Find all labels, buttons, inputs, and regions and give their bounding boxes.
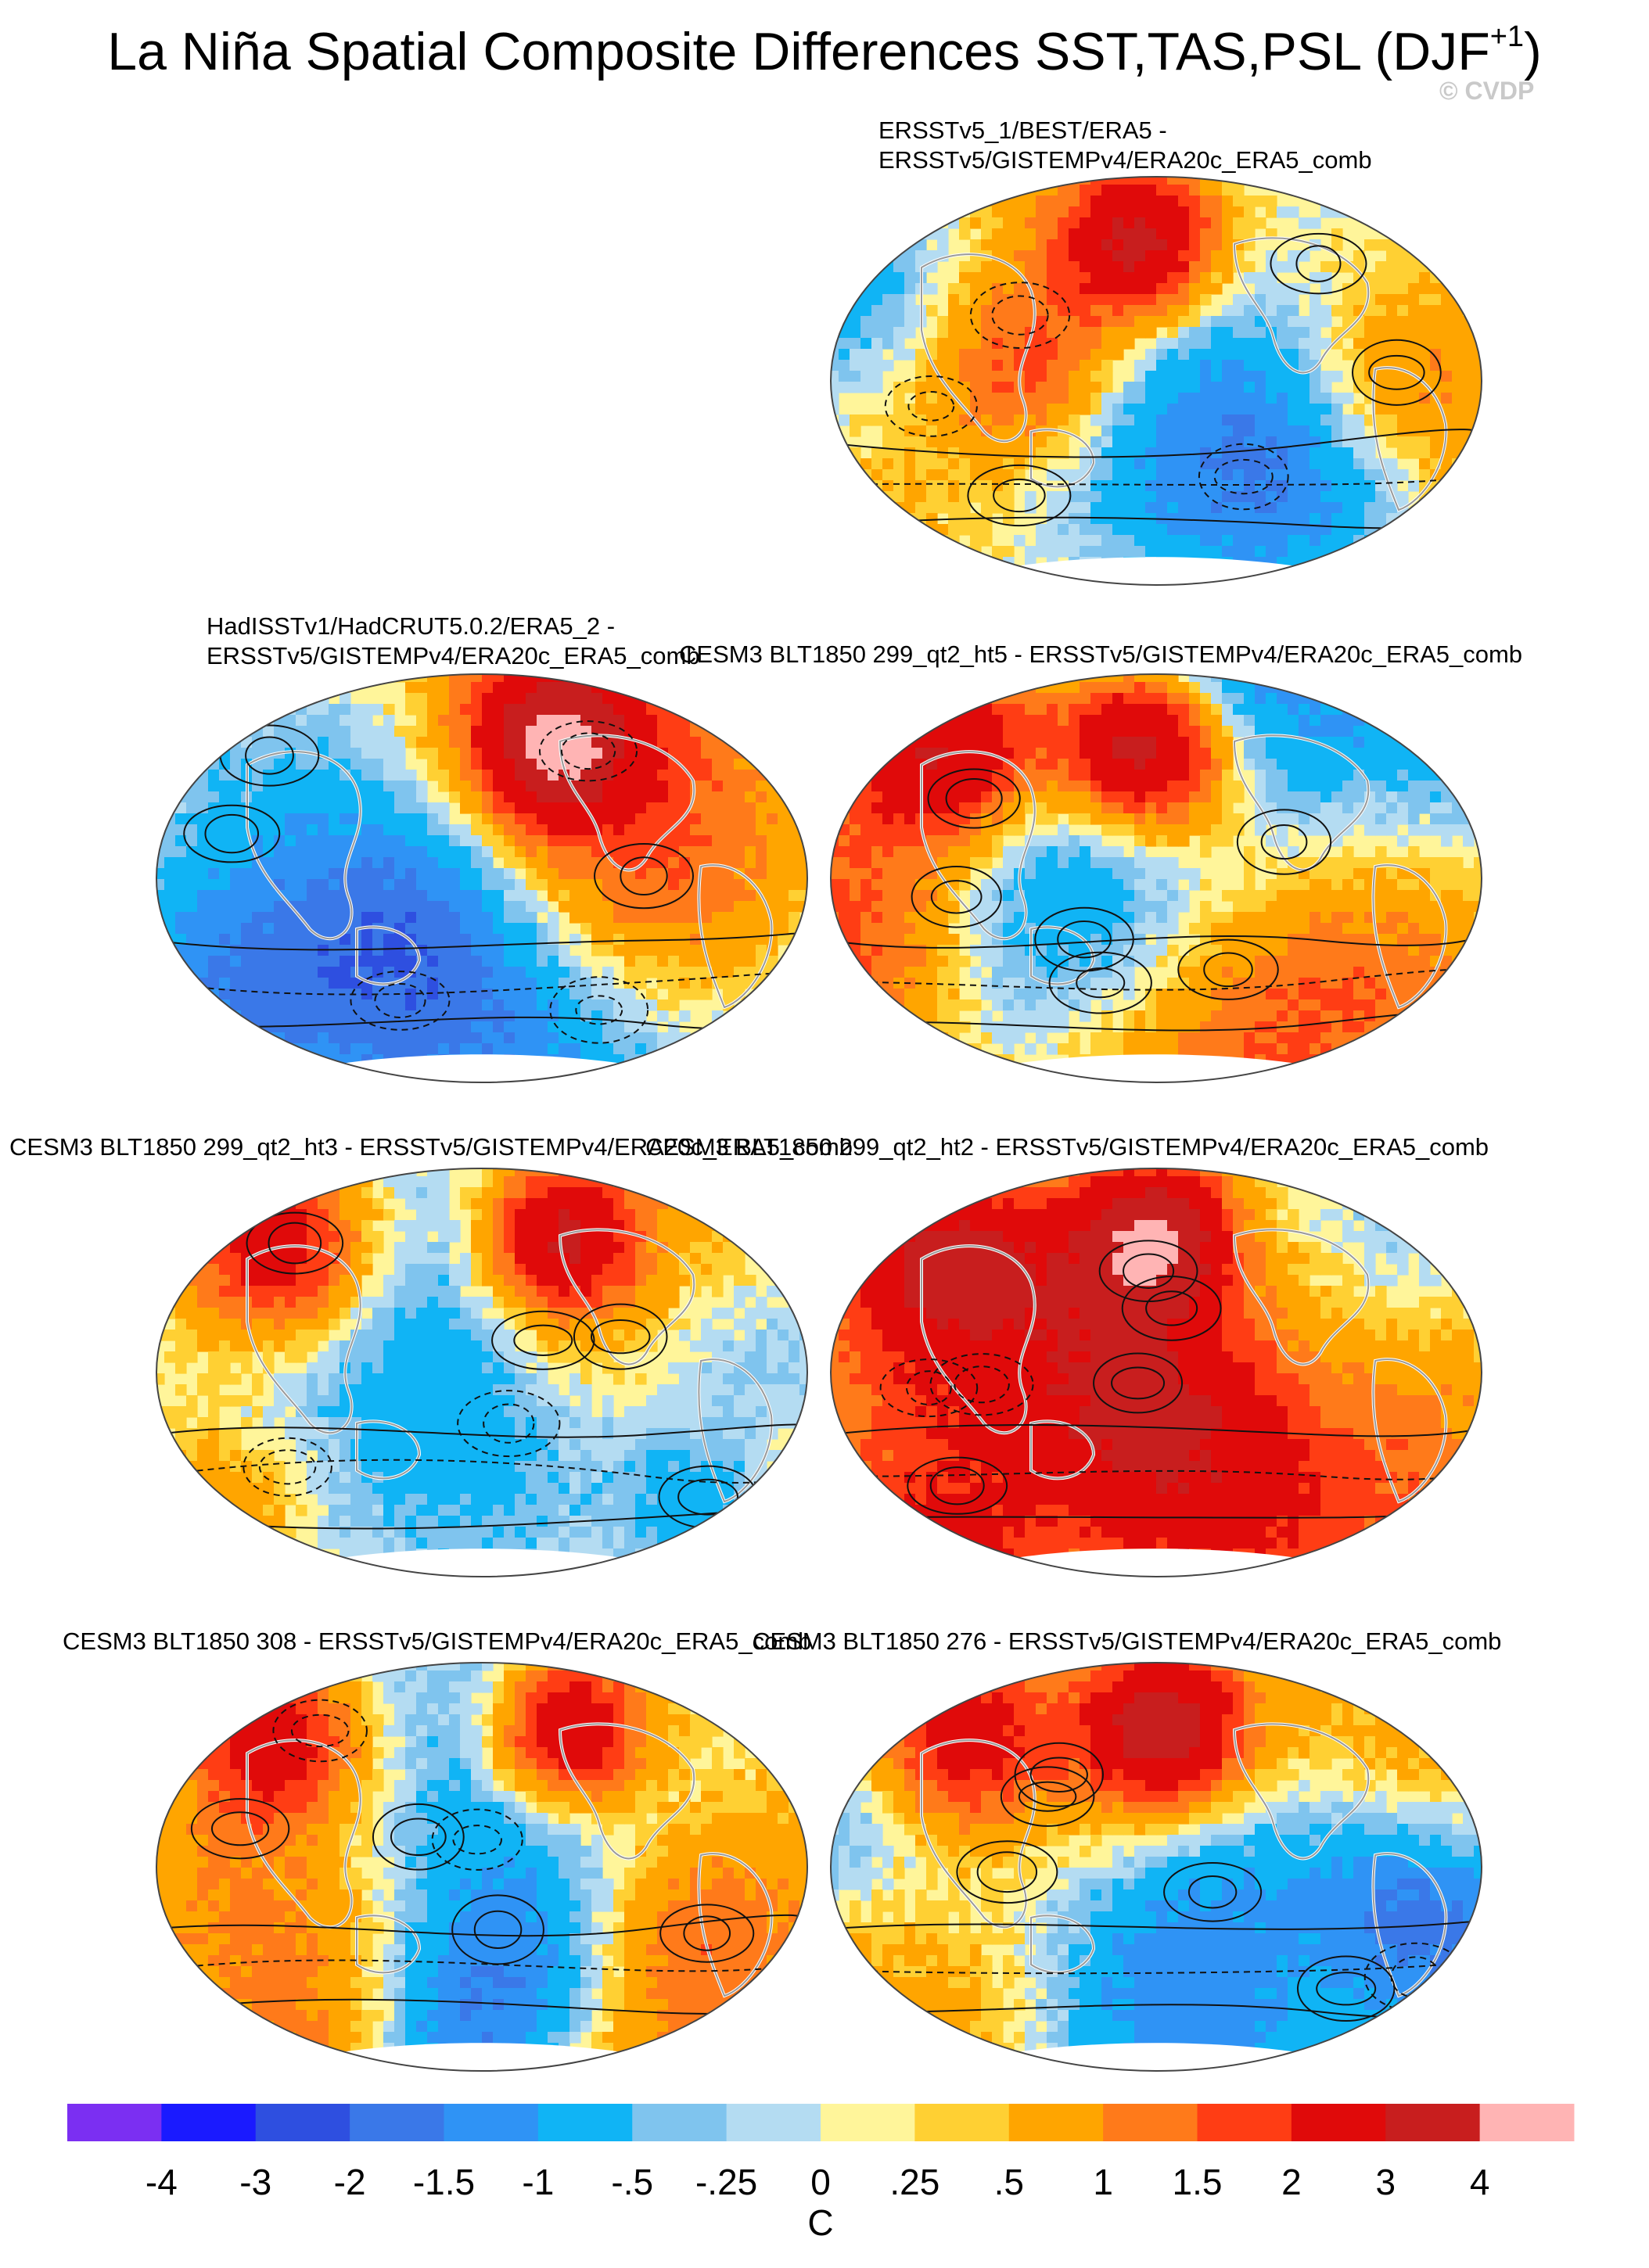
colorbar-swatch (161, 2104, 257, 2141)
colorbar-swatch (1291, 2104, 1386, 2141)
map-panel-6 (830, 1662, 1482, 2072)
colorbar-tick-label: 1 (1093, 2162, 1113, 2202)
colorbar-tick-label: -.25 (695, 2162, 757, 2202)
panel-title-0: ERSSTv5_1/BEST/ERA5 - ERSSTv5/GISTEMPv4/E… (878, 117, 1372, 174)
colorbar-tick-label: 4 (1470, 2162, 1490, 2202)
panel-title-1: HadISSTv1/HadCRUT5.0.2/ERA5_2 - ERSSTv5/G… (207, 612, 700, 669)
colorbar-swatch (537, 2104, 633, 2141)
panel-title-6: CESM3 BLT1850 276 - ERSSTv5/GISTEMPv4/ER… (753, 1627, 1502, 1655)
colorbar-tick-label: -1 (522, 2162, 554, 2202)
panel-title-2: CESM3 BLT1850 299_qt2_ht5 - ERSSTv5/GIST… (679, 641, 1523, 668)
colorbar-swatch (67, 2104, 162, 2141)
colorbar-swatch (632, 2104, 728, 2141)
colorbar-tick-label: -3 (239, 2162, 271, 2202)
colorbar-swatch (1479, 2104, 1575, 2141)
colorbar-tick-label: 3 (1375, 2162, 1396, 2202)
colorbar-tick-label: -4 (146, 2162, 178, 2202)
map-panel-1 (156, 673, 808, 1083)
map-panel-0 (830, 176, 1482, 586)
panel-title-3: CESM3 BLT1850 299_qt2_ht3 - ERSSTv5/GIST… (9, 1133, 853, 1161)
colorbar-tick-label: .5 (994, 2162, 1024, 2202)
colorbar-swatch (255, 2104, 350, 2141)
colorbar-swatch (726, 2104, 821, 2141)
colorbar-tick-label: -2 (334, 2162, 366, 2202)
panel-title-4: CESM3 BLT1850 299_qt2_ht2 - ERSSTv5/GIST… (645, 1133, 1489, 1161)
colorbar: -4 -3 -2 -1.5 -1 -.5 -.25 0 .25 .5 1 1.5 2 3 4 C (67, 2104, 1575, 2243)
colorbar-tick-label: -1.5 (413, 2162, 475, 2202)
map-panel-4 (830, 1168, 1482, 1577)
map-panel-5 (156, 1662, 808, 2072)
colorbar-tick-label: 2 (1281, 2162, 1302, 2202)
colorbar-swatch (821, 2104, 915, 2141)
colorbar-units: C (807, 2202, 833, 2243)
figure-title: La Niña Spatial Composite Differences SS… (107, 20, 1542, 81)
colorbar-tick-label: 1.5 (1173, 2162, 1223, 2202)
colorbar-tick-label: 0 (810, 2162, 831, 2202)
colorbar-swatch (444, 2104, 539, 2141)
colorbar-swatch (1197, 2104, 1292, 2141)
panel-title-5: CESM3 BLT1850 308 - ERSSTv5/GISTEMPv4/ER… (63, 1627, 812, 1655)
colorbar-tick-label: .25 (889, 2162, 939, 2202)
map-panel-3 (156, 1168, 808, 1577)
colorbar-tick-label: -.5 (611, 2162, 653, 2202)
colorbar-swatch (1385, 2104, 1481, 2141)
map-panel-2 (830, 673, 1482, 1083)
cvdp-watermark: © CVDP (1439, 77, 1535, 105)
colorbar-swatch (914, 2104, 1010, 2141)
colorbar-swatch (350, 2104, 444, 2141)
colorbar-swatch (1103, 2104, 1198, 2141)
colorbar-swatch (1008, 2104, 1104, 2141)
